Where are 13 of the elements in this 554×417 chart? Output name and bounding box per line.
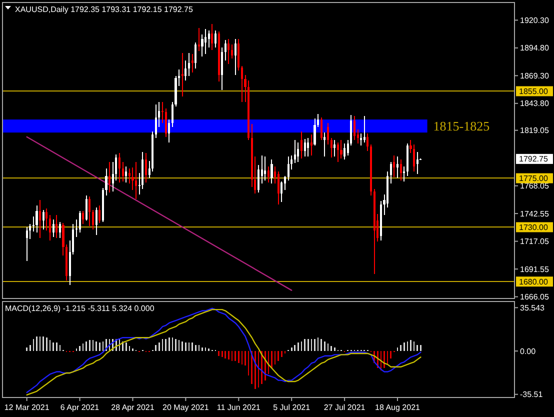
x-tick-label: 12 Mar 2021 [4, 403, 50, 412]
y-tick-label: -35.51 [520, 390, 544, 400]
x-tick-label: 6 Apr 2021 [60, 403, 100, 412]
x-tick-label: 27 Jul 2021 [324, 403, 366, 412]
chart-title: MACD(12,26,9) -1.215 -5.311 5.324 0.000 [5, 304, 155, 313]
y-tick-label: 35.543 [520, 303, 546, 312]
x-tick-label: 11 Jun 2021 [216, 403, 261, 412]
x-tick-label: 20 May 2021 [162, 403, 210, 412]
y-tick-label: 0.00 [520, 346, 536, 356]
x-tick-label: 5 Jul 2021 [273, 403, 311, 412]
y-tick-label: 1666.05 [520, 292, 550, 302]
x-tick-label: 18 Aug 2021 [375, 403, 421, 412]
x-tick-label: 28 Apr 2021 [111, 403, 155, 412]
